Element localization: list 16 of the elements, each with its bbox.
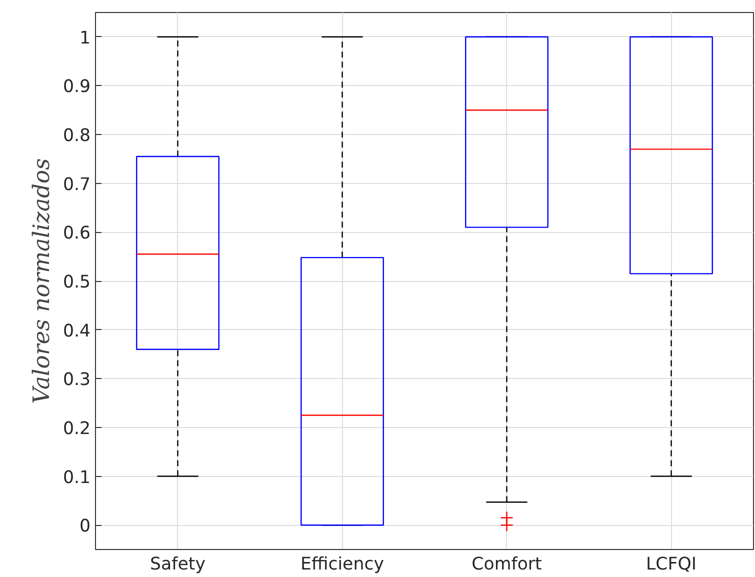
y-tick-label: 0.2 <box>62 418 91 439</box>
x-tick-label: LCFQI <box>646 554 696 574</box>
x-tick-label: Comfort <box>472 554 542 574</box>
y-tick-label: 0.9 <box>62 77 91 98</box>
y-tick-label: 0.6 <box>62 224 91 244</box>
y-tick-label: 0.8 <box>62 126 91 146</box>
x-tick-label: Safety <box>150 554 206 574</box>
y-tick-label: 0.5 <box>62 272 91 292</box>
y-tick-label: 0 <box>79 516 91 537</box>
y-axis-title: Valores normalizados <box>28 158 55 404</box>
y-tick-label: 0.1 <box>62 468 91 488</box>
y-tick-label: 1 <box>79 28 91 48</box>
y-tick-label: 0.4 <box>62 321 91 342</box>
y-tick-label: 0.7 <box>62 174 91 195</box>
x-tick-label: Efficiency <box>300 554 384 574</box>
y-tick-label: 0.3 <box>62 370 91 390</box>
